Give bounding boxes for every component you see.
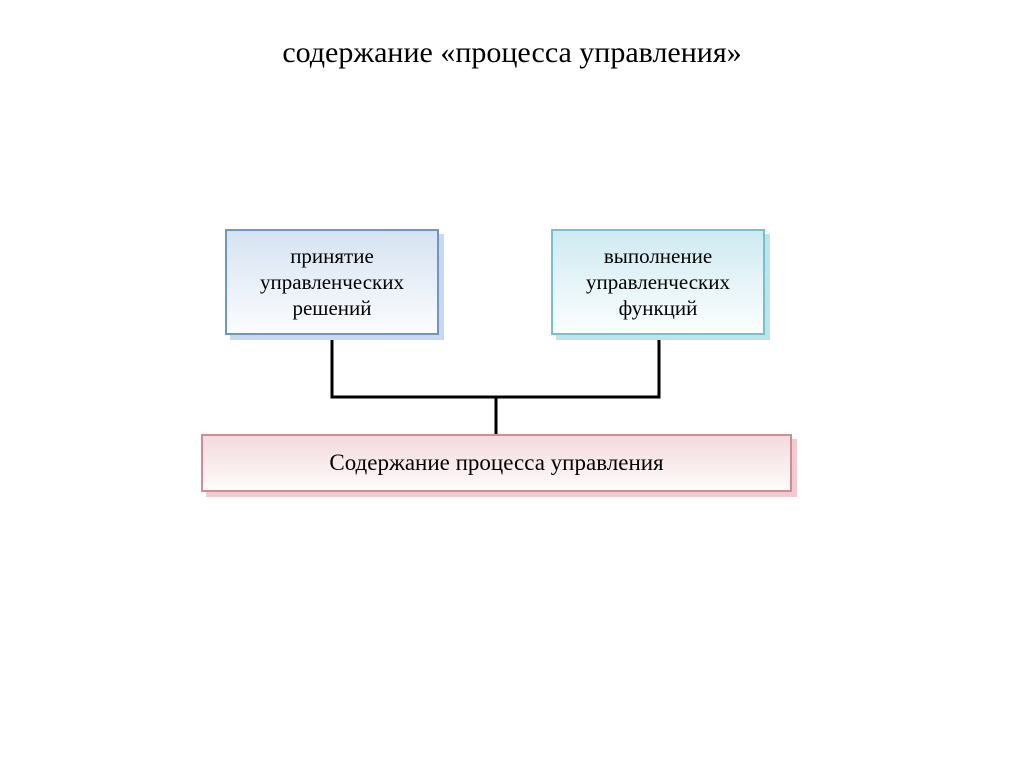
connector-lines <box>0 0 1024 767</box>
node-right: выполнение управленческих функций <box>551 229 765 335</box>
diagram-canvas: содержание «процесса управления» приняти… <box>0 0 1024 767</box>
node-left: принятие управленческих решений <box>225 229 439 335</box>
node-bottom: Содержание процесса управления <box>201 434 792 492</box>
page-title: содержание «процесса управления» <box>0 36 1024 70</box>
